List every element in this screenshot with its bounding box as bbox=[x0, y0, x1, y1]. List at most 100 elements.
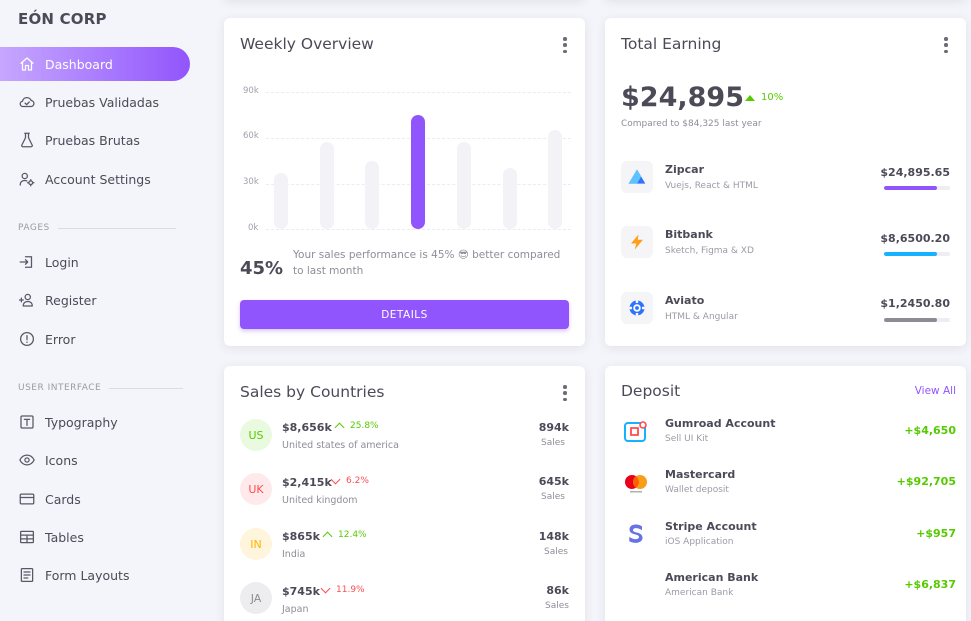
sidebar-item-label: Tables bbox=[45, 529, 84, 545]
cloud-check-icon bbox=[18, 93, 36, 111]
sidebar-item-pruebas-validadas[interactable]: Pruebas Validadas bbox=[0, 85, 190, 119]
details-button[interactable]: DETAILS bbox=[240, 300, 569, 329]
sidebar-item-tables[interactable]: Tables bbox=[0, 520, 190, 554]
deposit-item-subtitle: iOS Application bbox=[665, 537, 734, 547]
progress-fill bbox=[884, 252, 937, 256]
arrow-up-icon bbox=[745, 94, 755, 101]
earning-item-subtitle: Vuejs, React & HTML bbox=[665, 181, 758, 191]
sidebar-item-icons[interactable]: Icons bbox=[0, 443, 190, 477]
deposit-item-title: Gumroad Account bbox=[665, 417, 776, 430]
section-label-user-interface: USER INTERFACE bbox=[18, 383, 184, 393]
grid-line bbox=[266, 92, 571, 93]
grid-line bbox=[266, 229, 571, 230]
sidebar-item-label: Register bbox=[45, 292, 97, 308]
total-earning-amount: $24,895 bbox=[621, 82, 744, 113]
form-icon bbox=[18, 566, 36, 584]
sidebar-item-label: Pruebas Validadas bbox=[45, 94, 160, 110]
progress-bar bbox=[884, 186, 950, 190]
sidebar-item-label: Form Layouts bbox=[45, 567, 130, 583]
y-tick-label: 30k bbox=[243, 177, 259, 187]
country-trend: 12.4% bbox=[322, 530, 367, 542]
country-sales-label: Sales bbox=[545, 601, 569, 611]
section-divider bbox=[109, 387, 184, 389]
sidebar-item-label: Icons bbox=[45, 452, 78, 468]
country-trend: 25.8% bbox=[334, 421, 379, 433]
country-sales: 86k bbox=[546, 584, 569, 597]
brand-name: EÓN CORP bbox=[18, 10, 107, 28]
country-sales: 645k bbox=[538, 475, 569, 488]
sidebar-item-error[interactable]: Error bbox=[0, 322, 190, 356]
country-sales: 148k bbox=[538, 530, 569, 543]
earning-item-value: $24,895.65 bbox=[880, 166, 950, 179]
deposit-item-title: American Bank bbox=[665, 571, 759, 584]
chart-bar bbox=[502, 168, 517, 229]
chevron-down-icon bbox=[330, 474, 341, 485]
home-icon bbox=[18, 55, 36, 73]
country-trend-value: 25.8% bbox=[350, 421, 379, 431]
country-name: United states of america bbox=[282, 440, 399, 451]
chevron-up-icon bbox=[322, 531, 333, 542]
country-sales: 894k bbox=[538, 421, 569, 434]
section-label-text: PAGES bbox=[18, 223, 50, 233]
eye-icon bbox=[18, 451, 36, 469]
card-title: Sales by Countries bbox=[240, 383, 385, 401]
country-badge: UK bbox=[240, 473, 272, 505]
section-divider bbox=[57, 227, 176, 229]
earning-compare-text: Compared to $84,325 last year bbox=[621, 119, 762, 129]
sidebar-item-register[interactable]: Register bbox=[0, 283, 190, 317]
progress-fill bbox=[884, 186, 937, 190]
account-plus-icon bbox=[18, 291, 36, 309]
country-sales-label: Sales bbox=[544, 547, 568, 557]
country-badge: US bbox=[240, 419, 272, 451]
country-trend-value: 11.9% bbox=[336, 585, 365, 595]
lightning-bolt-icon bbox=[621, 226, 653, 258]
deposit-item-value: +$4,650 bbox=[904, 424, 956, 437]
country-trend: 11.9% bbox=[320, 583, 365, 595]
country-name: United kingdom bbox=[282, 495, 358, 506]
chart-bar bbox=[319, 142, 334, 229]
more-options-icon[interactable] bbox=[943, 37, 949, 53]
performance-message: Your sales performance is 45% 😎 better c… bbox=[293, 249, 561, 277]
view-all-link[interactable]: View All bbox=[914, 385, 956, 397]
zipcar-logo-icon bbox=[621, 161, 653, 193]
chart-bar bbox=[548, 130, 563, 229]
gumroad-logo-icon bbox=[623, 419, 649, 445]
performance-percent: 45% bbox=[240, 258, 284, 279]
earning-trend-value: 10% bbox=[761, 92, 784, 103]
country-trend-value: 12.4% bbox=[338, 530, 367, 540]
sidebar-item-pruebas-brutas[interactable]: Pruebas Brutas bbox=[0, 123, 190, 157]
country-name: India bbox=[282, 549, 306, 560]
sidebar-item-form-layouts[interactable]: Form Layouts bbox=[0, 558, 190, 592]
sidebar-item-dashboard[interactable]: Dashboard bbox=[0, 47, 190, 81]
more-options-icon[interactable] bbox=[562, 385, 568, 401]
country-name: Japan bbox=[282, 604, 309, 615]
chevron-up-icon bbox=[334, 422, 345, 433]
chart-bar bbox=[365, 160, 380, 229]
earning-item-subtitle: HTML & Angular bbox=[665, 312, 738, 322]
card-title: Deposit bbox=[621, 382, 681, 400]
chart-bar bbox=[456, 142, 471, 229]
sidebar-item-typography[interactable]: Typography bbox=[0, 405, 190, 439]
sales-by-countries-card: Sales by Countries US $8,656k 25.8% Unit… bbox=[224, 366, 585, 621]
weekly-overview-card: Weekly Overview 90k 60k 30k 0k 45% Your … bbox=[224, 18, 585, 346]
progress-bar bbox=[884, 252, 950, 256]
more-options-icon[interactable] bbox=[562, 37, 568, 53]
sidebar-item-account-settings[interactable]: Account Settings bbox=[0, 162, 190, 196]
sidebar-item-cards[interactable]: Cards bbox=[0, 482, 190, 516]
aviato-logo-icon bbox=[621, 292, 653, 324]
deposit-item-title: Mastercard bbox=[665, 468, 736, 481]
chart-bar bbox=[274, 172, 288, 229]
card-title: Total Earning bbox=[621, 35, 722, 53]
deposit-item-title: Stripe Account bbox=[665, 520, 757, 533]
sidebar-item-label: Error bbox=[45, 331, 76, 347]
sidebar-item-label: Cards bbox=[45, 491, 81, 507]
earning-item-title: Bitbank bbox=[665, 228, 713, 241]
country-amount: $865k bbox=[282, 530, 320, 543]
earning-item-value: $8,6500.20 bbox=[880, 232, 950, 245]
chart-bar bbox=[411, 114, 426, 229]
deposit-card: Deposit View All Gumroad Account Sell UI… bbox=[605, 366, 966, 621]
deposit-item-subtitle: Sell UI Kit bbox=[665, 434, 709, 444]
table-icon bbox=[18, 528, 36, 546]
sidebar-item-login[interactable]: Login bbox=[0, 245, 190, 279]
sidebar-item-label: Login bbox=[45, 254, 79, 270]
